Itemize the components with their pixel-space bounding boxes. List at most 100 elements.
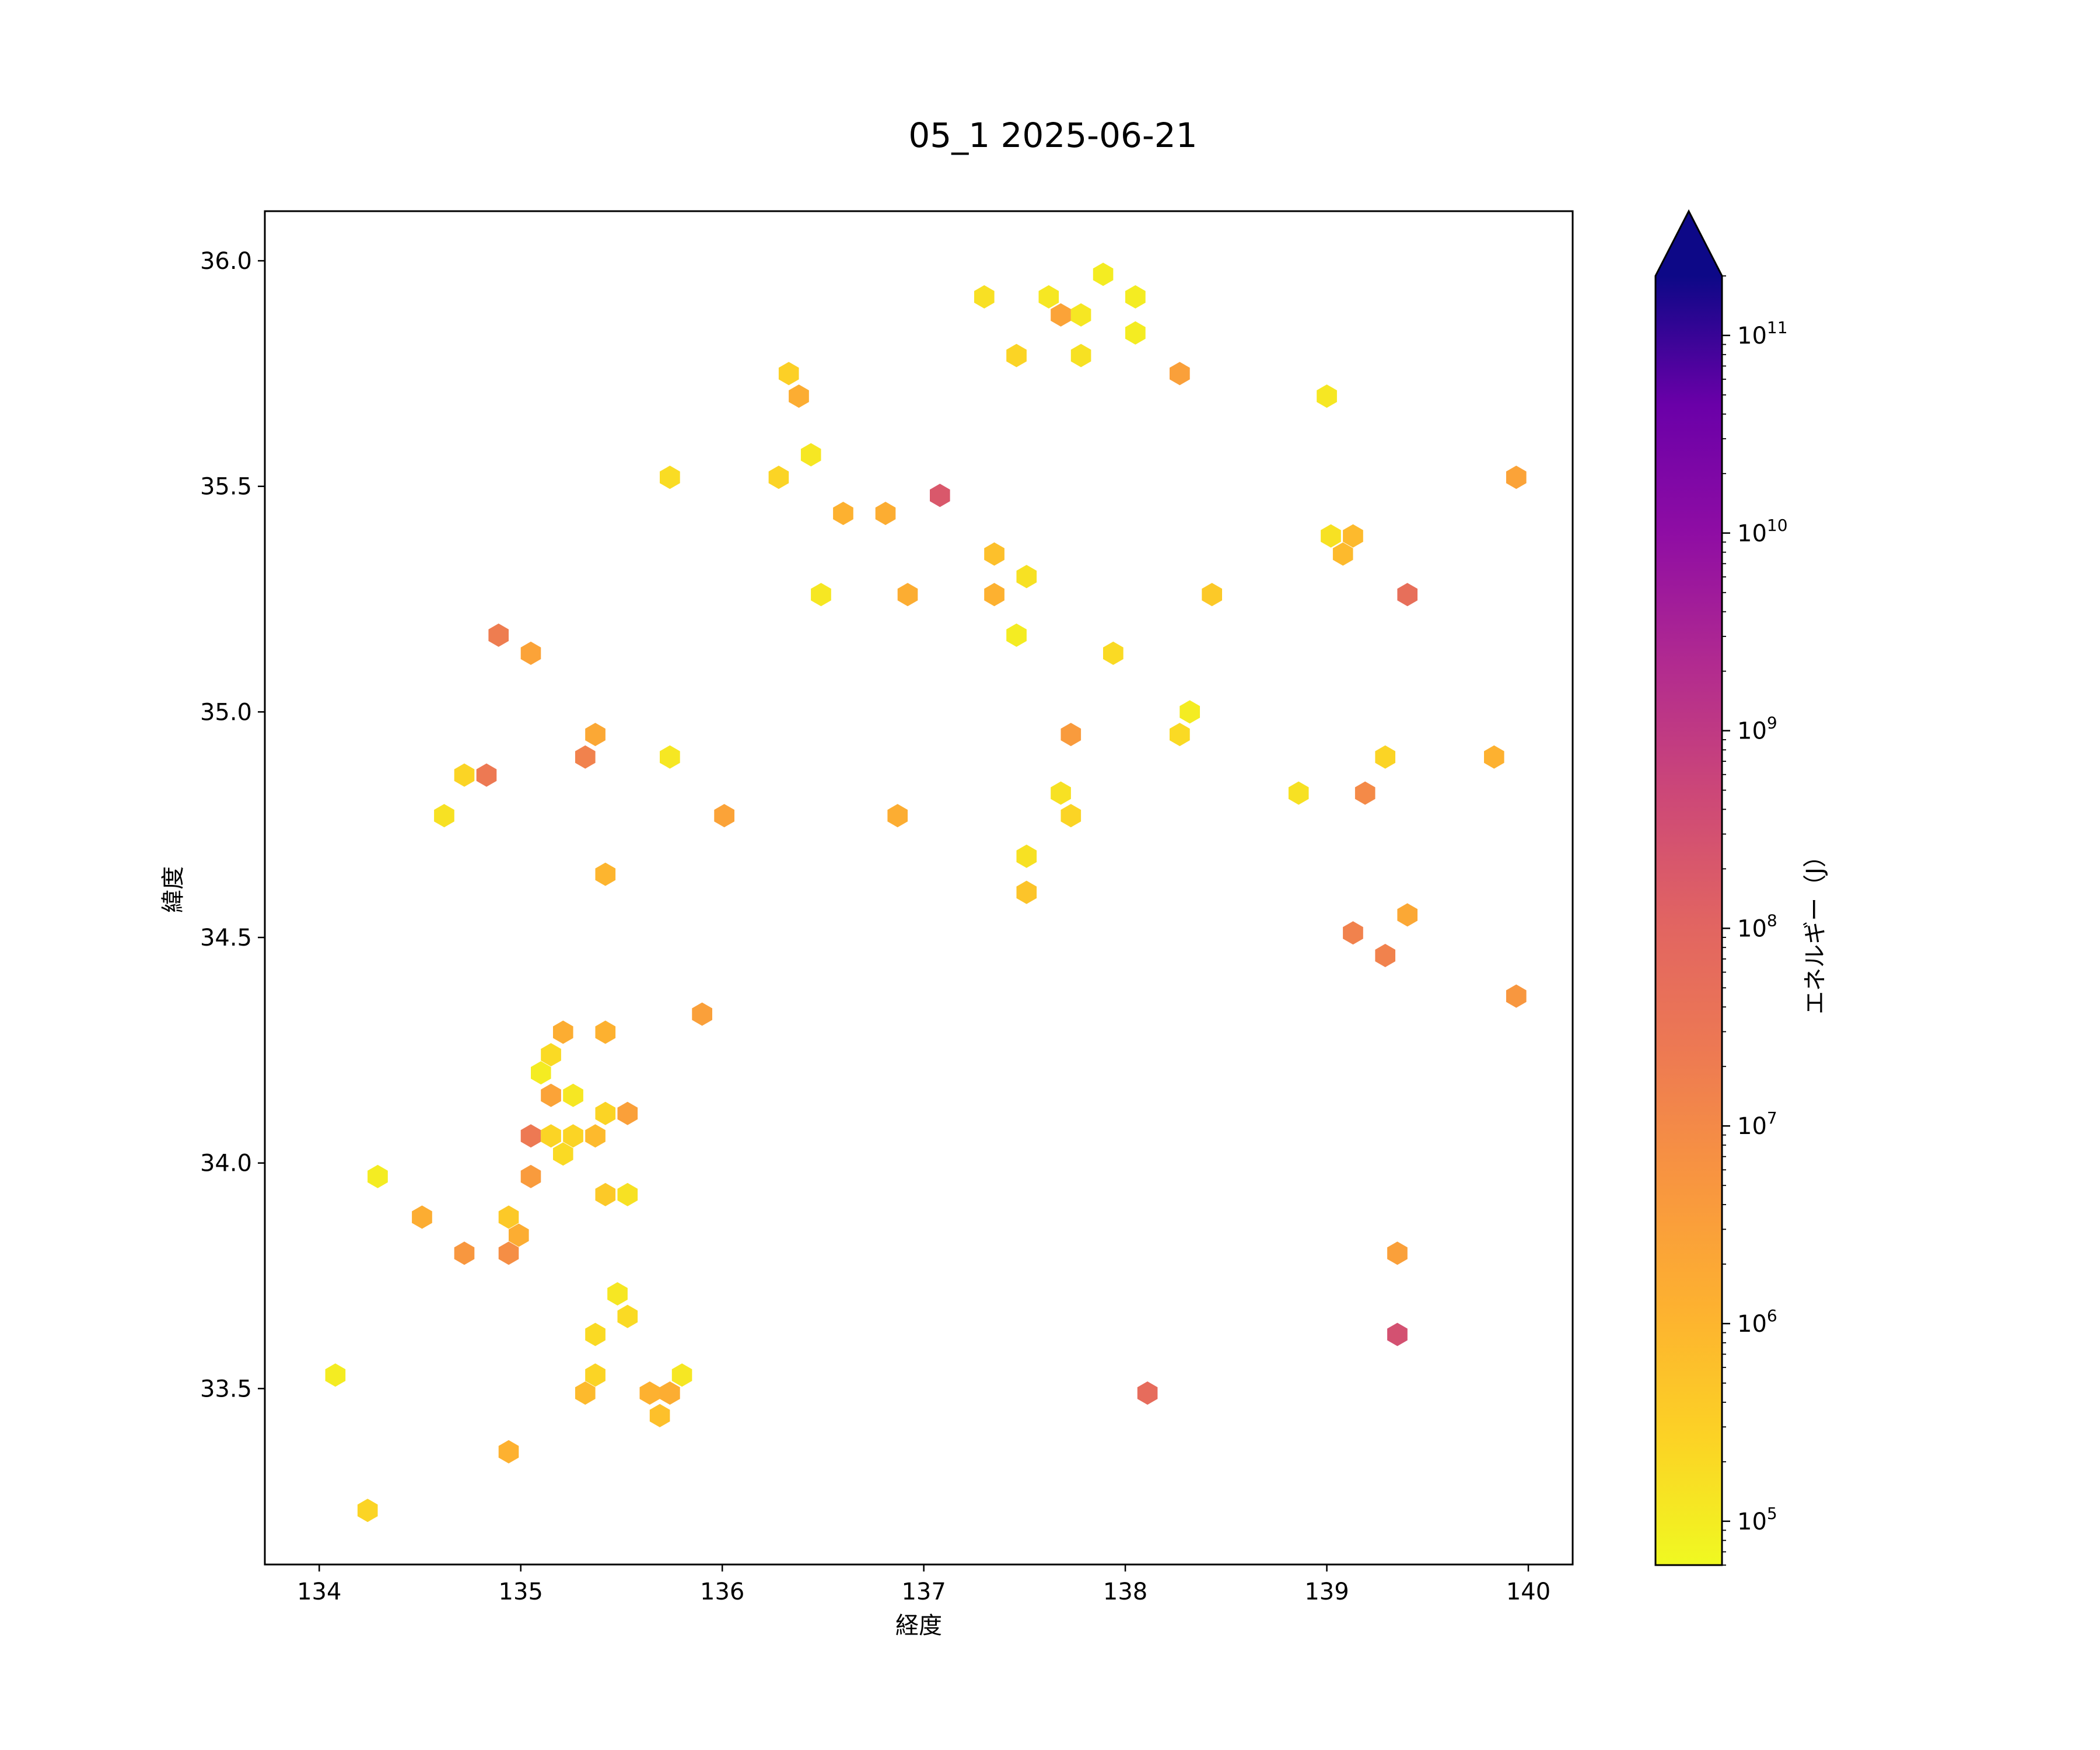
hexbin-cell [1170, 723, 1190, 747]
hexbin-cell [553, 1142, 573, 1166]
hexbin-cell [498, 1205, 519, 1229]
hexbin-cell [563, 1083, 583, 1107]
hexbin-cell [1506, 466, 1527, 489]
y-tick-label: 36.0 [200, 248, 252, 275]
colorbar-tick-label: 107 [1737, 1108, 1777, 1140]
x-tick-label: 136 [700, 1578, 744, 1605]
hexbin-cell [1484, 745, 1504, 769]
y-tick-label: 34.0 [200, 1150, 252, 1177]
hexbin-cell [595, 1020, 616, 1044]
hexbin-cell [595, 1101, 616, 1125]
hexbin-cell [595, 862, 616, 886]
hexbin-cell [595, 1182, 616, 1206]
hexbin-cell [412, 1205, 432, 1229]
hexbin-cell [1038, 285, 1059, 309]
hexbin-cell [1060, 804, 1082, 828]
x-axis: 134 135 136 137 138 139 140 [297, 1564, 1550, 1605]
hexbin-cell [1070, 303, 1091, 327]
hexbin-cell [974, 285, 995, 309]
colorbar-tick-label: 106 [1737, 1306, 1777, 1338]
hexbin-cell [325, 1363, 346, 1387]
hexbin-cell [811, 583, 831, 607]
hexbin-cell [1288, 781, 1309, 805]
hexbin-cell [1070, 344, 1091, 368]
hexbin-cell [671, 1363, 692, 1387]
hexbin-cell [585, 723, 606, 747]
hexbin-cell [1051, 303, 1071, 327]
hexbin-cell [585, 1363, 606, 1387]
hexbin-cell [897, 583, 918, 607]
colorbar-tick-label: 109 [1737, 713, 1777, 745]
hexbin-cell [575, 745, 596, 769]
hexbin-cell [1354, 781, 1376, 805]
hexbin-cell [585, 1124, 606, 1148]
hexbin-cell [1317, 384, 1337, 408]
hexbin-cell [1006, 344, 1027, 368]
hexbin-cell [498, 1241, 519, 1265]
hexbin-cell [1006, 623, 1027, 647]
hexbin-cell [357, 1499, 378, 1522]
hexbin-cell [660, 1381, 680, 1405]
hexbin-cell [1125, 285, 1146, 309]
hexbin-cell [1321, 524, 1341, 548]
y-tick-label: 35.0 [200, 699, 252, 726]
y-tick-label: 35.5 [200, 474, 252, 501]
hexbin-cell [553, 1020, 573, 1044]
hexbin-cell [520, 1164, 541, 1188]
hexbin-cell [1343, 524, 1363, 548]
hexbin-cell [563, 1124, 583, 1148]
x-tick-label: 134 [297, 1578, 341, 1605]
hexbin-cell [454, 1241, 475, 1265]
colorbar-gradient [1656, 276, 1722, 1565]
colorbar-extend-arrow [1656, 211, 1722, 276]
hexbin-cell [800, 443, 821, 467]
y-axis-label: 緯度 [160, 866, 187, 913]
hexbin-cell [368, 1164, 388, 1188]
hexbin-cell [541, 1124, 561, 1148]
hexbin-cell [488, 623, 509, 647]
y-tick-label: 34.5 [200, 925, 252, 951]
hexbin-cell [1202, 583, 1222, 607]
hexbin-cell [1125, 321, 1146, 345]
plot-frame [264, 210, 1574, 1566]
hexbin-cell [660, 466, 680, 489]
hexbin-cell [520, 1124, 541, 1148]
x-tick-label: 135 [499, 1578, 543, 1605]
hexbin-cell [1016, 565, 1037, 589]
hexbin-cell [617, 1182, 638, 1206]
hexbin-cell [833, 502, 853, 526]
hexbin-cell [509, 1223, 529, 1247]
hexbin-cell [531, 1061, 551, 1085]
hexbin-cell [1343, 921, 1363, 945]
hexbin-cell [768, 466, 789, 489]
hexbin-cell [984, 542, 1005, 566]
hexbin-cell [1016, 844, 1037, 868]
hexbin-cell [454, 763, 475, 787]
hexbin-cell [434, 804, 454, 828]
hexbin-layer [325, 262, 1527, 1522]
hexbin-cell [1506, 984, 1527, 1008]
hexbin-cell [1375, 944, 1395, 967]
hexbin-cell [1387, 1322, 1408, 1346]
hexbin-cell [1397, 583, 1418, 607]
x-tick-label: 139 [1304, 1578, 1349, 1605]
x-tick-label: 138 [1103, 1578, 1147, 1605]
hexbin-cell [930, 484, 950, 508]
hexbin-cell [541, 1043, 561, 1067]
hexbin-cell [639, 1381, 660, 1405]
hexbin-cell [714, 804, 734, 828]
hexbin-cell [1016, 880, 1037, 904]
hexbin-cell [1180, 700, 1200, 724]
colorbar-tick-label: 1011 [1737, 318, 1788, 349]
hexbin-cell [498, 1440, 519, 1464]
x-tick-label: 137 [901, 1578, 946, 1605]
hexbin-cell [1051, 781, 1071, 805]
hexbin-cell [607, 1282, 628, 1306]
hexbin-cell [585, 1322, 606, 1346]
colorbar-tick-label: 1010 [1737, 516, 1788, 547]
chart-title: 05_1 2025-06-21 [908, 116, 1197, 155]
x-tick-label: 140 [1506, 1578, 1550, 1605]
hexbin-cell [1060, 723, 1082, 747]
hexbin-cell [1387, 1241, 1408, 1265]
